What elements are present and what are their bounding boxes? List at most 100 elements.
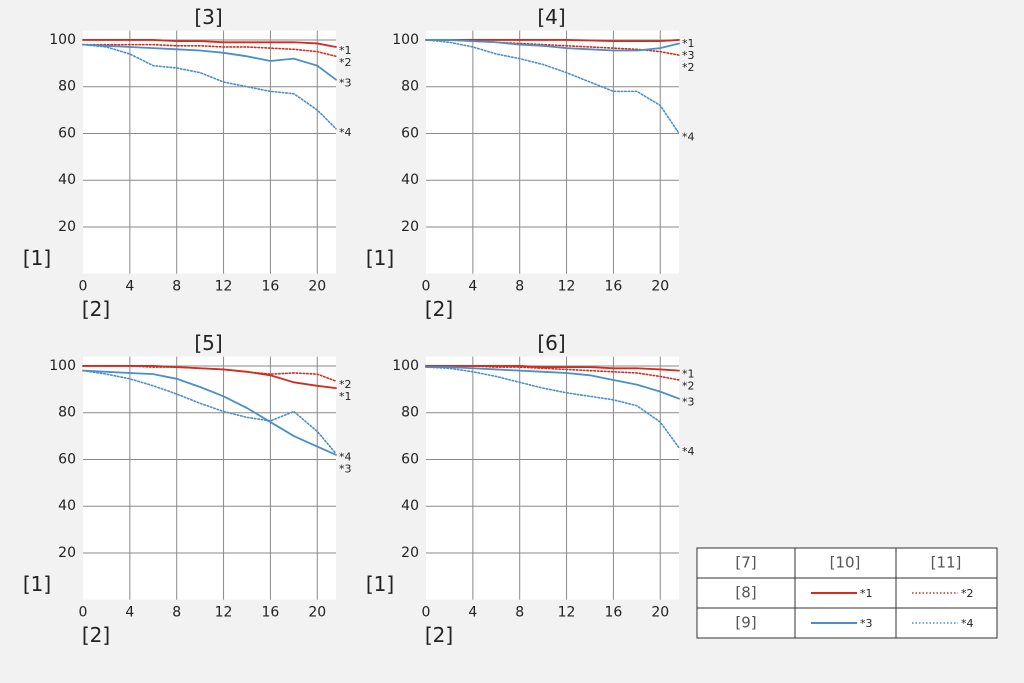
series-line bbox=[82, 369, 337, 455]
x-tick-label: 20 bbox=[308, 605, 326, 621]
x-tick-label: 12 bbox=[215, 279, 233, 295]
series-end-label: *4 bbox=[682, 130, 695, 143]
series-line bbox=[425, 366, 680, 400]
series-end-label: *1 bbox=[339, 44, 352, 57]
x-tick-label: 0 bbox=[79, 279, 88, 295]
legend-entry: *4 bbox=[961, 617, 974, 630]
panel-title: [4] bbox=[537, 5, 565, 29]
series-end-label: *1 bbox=[339, 390, 352, 403]
y-tick-label: 100 bbox=[49, 358, 76, 374]
panel-title: [3] bbox=[194, 5, 222, 29]
x-axis-label: [2] bbox=[82, 623, 110, 647]
x-tick-label: 16 bbox=[261, 605, 279, 621]
y-tick-label: 100 bbox=[49, 32, 76, 48]
series-end-label: *4 bbox=[339, 126, 352, 139]
x-axis-label: [2] bbox=[425, 297, 453, 321]
x-tick-label: 16 bbox=[604, 605, 622, 621]
y-axis-label: [1] bbox=[23, 246, 51, 270]
plot-area bbox=[83, 356, 336, 600]
plot-area bbox=[426, 30, 679, 274]
series-line bbox=[425, 39, 680, 135]
y-tick-label: 80 bbox=[401, 405, 419, 421]
series-end-label: *3 bbox=[339, 77, 352, 90]
y-tick-label: 20 bbox=[58, 545, 76, 561]
series-end-label: *1 bbox=[682, 37, 695, 50]
x-tick-label: 12 bbox=[215, 605, 233, 621]
panel-title: [6] bbox=[537, 331, 565, 355]
x-tick-label: 8 bbox=[515, 279, 524, 295]
series-line bbox=[82, 369, 337, 456]
series-end-label: *3 bbox=[682, 396, 695, 409]
x-tick-label: 20 bbox=[308, 279, 326, 295]
plot-area bbox=[426, 356, 679, 600]
y-tick-label: 80 bbox=[58, 79, 76, 95]
series-line bbox=[425, 39, 680, 43]
series-line bbox=[82, 39, 337, 48]
x-tick-label: 20 bbox=[651, 279, 669, 295]
x-tick-label: 4 bbox=[468, 279, 477, 295]
y-tick-label: 100 bbox=[392, 32, 419, 48]
series-line bbox=[82, 43, 337, 130]
legend-entry: *2 bbox=[961, 587, 974, 600]
y-tick-label: 60 bbox=[58, 125, 76, 141]
x-tick-label: 8 bbox=[515, 605, 524, 621]
series-line bbox=[425, 365, 680, 381]
x-tick-label: 4 bbox=[125, 605, 134, 621]
x-tick-label: 4 bbox=[468, 605, 477, 621]
x-tick-label: 8 bbox=[172, 279, 181, 295]
x-tick-label: 4 bbox=[125, 279, 134, 295]
series-end-label: *4 bbox=[339, 451, 352, 464]
series-end-label: *3 bbox=[682, 49, 695, 62]
y-axis-label: [1] bbox=[23, 572, 51, 596]
x-tick-label: 12 bbox=[558, 279, 576, 295]
row-header: [9] bbox=[735, 614, 756, 632]
x-tick-label: 0 bbox=[422, 605, 431, 621]
x-tick-label: 12 bbox=[558, 605, 576, 621]
y-tick-label: 80 bbox=[401, 79, 419, 95]
series-end-label: *2 bbox=[339, 378, 352, 391]
y-tick-label: 20 bbox=[401, 219, 419, 235]
x-tick-label: 8 bbox=[172, 605, 181, 621]
series-end-label: *4 bbox=[682, 445, 695, 458]
panel-title: [5] bbox=[194, 331, 222, 355]
y-tick-label: 40 bbox=[58, 172, 76, 188]
y-tick-label: 40 bbox=[401, 498, 419, 514]
y-tick-label: 60 bbox=[401, 451, 419, 467]
row-header: [8] bbox=[735, 584, 756, 602]
y-tick-label: 40 bbox=[401, 172, 419, 188]
table-header: [10] bbox=[830, 554, 861, 572]
series-end-label: *2 bbox=[682, 61, 695, 74]
y-tick-label: 60 bbox=[401, 125, 419, 141]
x-tick-label: 0 bbox=[79, 605, 88, 621]
table-header: [11] bbox=[931, 554, 962, 572]
legend-entry: *1 bbox=[860, 587, 873, 600]
x-tick-label: 20 bbox=[651, 605, 669, 621]
series-line bbox=[82, 43, 337, 81]
series-end-label: *3 bbox=[339, 463, 352, 476]
plot-area bbox=[83, 30, 336, 274]
y-tick-label: 60 bbox=[58, 451, 76, 467]
x-axis-label: [2] bbox=[425, 623, 453, 647]
y-tick-label: 20 bbox=[401, 545, 419, 561]
x-tick-label: 0 bbox=[422, 279, 431, 295]
x-tick-label: 16 bbox=[261, 279, 279, 295]
y-tick-label: 100 bbox=[392, 358, 419, 374]
series-end-label: *1 bbox=[682, 368, 695, 381]
y-axis-label: [1] bbox=[366, 246, 394, 270]
series-end-label: *2 bbox=[682, 380, 695, 393]
y-tick-label: 40 bbox=[58, 498, 76, 514]
series-end-label: *2 bbox=[339, 56, 352, 69]
y-tick-label: 80 bbox=[58, 405, 76, 421]
series-line bbox=[82, 43, 337, 58]
series-line bbox=[425, 39, 680, 52]
series-line bbox=[425, 366, 680, 449]
table-header: [7] bbox=[735, 554, 756, 572]
x-axis-label: [2] bbox=[82, 297, 110, 321]
y-tick-label: 20 bbox=[58, 219, 76, 235]
series-line bbox=[82, 365, 337, 382]
y-axis-label: [1] bbox=[366, 572, 394, 596]
x-tick-label: 16 bbox=[604, 279, 622, 295]
legend-entry: *3 bbox=[860, 617, 873, 630]
